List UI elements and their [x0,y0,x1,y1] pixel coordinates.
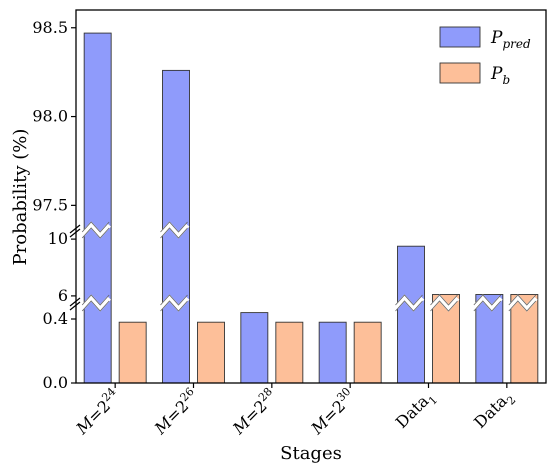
y-axis-break-mark [69,224,81,234]
bars-layer [83,32,539,383]
bar-b-3 [353,321,382,383]
axis-break-gap [80,294,112,312]
x-axis-title: Stages [280,443,342,464]
y-tick-label: 97.5 [32,195,68,214]
axis-break-gap [393,294,425,312]
y-tick-label: 0.0 [43,373,68,392]
y-axis-break-mark [69,297,81,307]
x-tick-labels: M=224 M=226 M=228 M=230 Data1 Data2 [70,383,518,439]
axis-break-gap [428,294,460,312]
axis-break-gap [506,294,538,312]
axis-break-line [160,227,188,239]
axis-break-line [160,294,188,306]
plot-frame [75,9,547,384]
y-tick-label: 98.0 [32,107,68,126]
axis-break-line [508,300,537,312]
axis-break-line [508,294,537,306]
axis-break-line [395,294,423,306]
axis-break-line [473,294,502,306]
y-tick-label: 6 [58,286,68,305]
bar-b-0 [118,321,147,383]
axis-break-line [430,294,458,306]
axis-break-gap [471,294,503,312]
legend-swatch [439,26,481,48]
x-tick-label: Data2 [470,386,518,434]
axis-break-line [395,300,423,312]
x-tick-label: Data1 [392,386,440,434]
x-tick-label: M=226 [149,385,203,439]
bar-b-5 [510,294,539,383]
x-tick-label: M=224 [70,385,124,439]
axis-break-line [430,300,458,312]
bar-pred-5 [475,294,504,383]
axis-break-gap [158,294,190,312]
y-tick-label: 98.5 [32,18,68,37]
x-tick-label: M=230 [305,385,359,439]
bar-pred-0 [83,32,112,383]
axis-break-line [473,300,502,312]
y-ticks: 0.0 0.4 6 10 97.5 98.0 98.5 [32,18,76,392]
axis-breaks [69,221,538,312]
axis-break-line [81,227,110,239]
y-axis-break-mark [69,228,81,238]
bar-b-1 [197,321,225,383]
y-axis-break-mark [69,301,81,311]
y-tick-label: 10 [48,229,68,248]
axis-break-line [81,221,110,233]
legend-swatch [439,62,481,84]
axis-break-line [160,221,188,233]
axis-break-line [81,300,110,312]
axis-break-line [160,300,188,312]
bar-b-2 [275,321,304,383]
y-tick-label: 0.4 [43,309,68,328]
legend: Ppred Pb [439,26,531,87]
legend-label: Pb [490,64,510,87]
axis-break-gap [80,221,112,239]
bar-pred-4 [397,245,425,383]
legend-label: Ppred [490,28,531,51]
y-axis-title: Probability (%) [10,129,31,266]
axis-break-gap [158,221,190,239]
bar-pred-3 [318,321,347,383]
bar-pred-2 [240,312,269,383]
x-tick-label: M=228 [227,385,281,439]
axis-break-line [81,294,110,306]
bar-b-4 [432,294,460,383]
